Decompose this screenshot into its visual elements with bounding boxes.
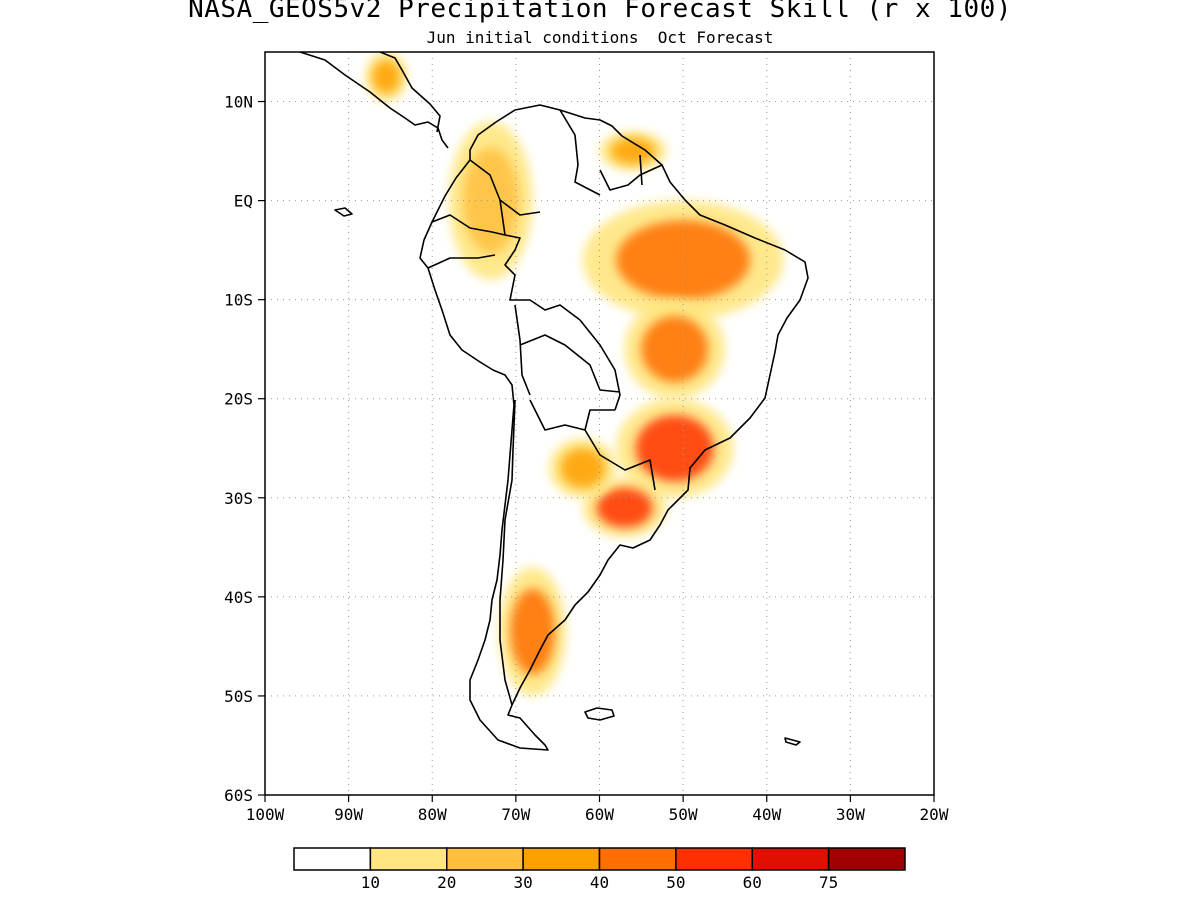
skill-region-3 xyxy=(596,487,653,528)
lat-tick-label: 10N xyxy=(224,93,253,112)
colorbar-label: 60 xyxy=(743,873,762,892)
colorbar-label: 10 xyxy=(361,873,380,892)
colorbar-label: 40 xyxy=(590,873,609,892)
lat-tick-label: 20S xyxy=(224,390,253,409)
coastlines-and-borders xyxy=(299,52,809,751)
colorbar-swatch xyxy=(522,847,601,871)
lon-tick-label: 100W xyxy=(246,805,285,824)
lon-tick-label: 70W xyxy=(501,805,530,824)
falkland-islands xyxy=(584,707,615,721)
south-georgia xyxy=(784,737,801,746)
skill-region-5 xyxy=(510,588,555,675)
colorbar-swatch xyxy=(827,847,906,871)
lon-tick-label: 20W xyxy=(920,805,949,824)
skill-region-4 xyxy=(560,448,606,488)
colorbar-label: 75 xyxy=(819,873,838,892)
skill-region-1 xyxy=(641,316,709,383)
skill-region-7 xyxy=(610,137,656,165)
lat-tick-label: 10S xyxy=(224,291,253,310)
lon-tick-label: 90W xyxy=(334,805,363,824)
map-title: NASA_GEOS5v2 Precipitation Forecast Skil… xyxy=(188,0,1012,24)
lon-tick-label: 80W xyxy=(418,805,447,824)
colorbar: 10 20 30 40 50 60 75 xyxy=(293,847,906,892)
skill-region-0 xyxy=(616,220,751,300)
dotted-gridlines xyxy=(265,52,934,795)
colorbar-label: 30 xyxy=(513,873,532,892)
skill-region-8 xyxy=(372,60,401,94)
lat-tick-label: 40S xyxy=(224,588,253,607)
lat-tick-label: 30S xyxy=(224,489,253,508)
colorbar-swatch xyxy=(293,847,372,871)
axis-ticks xyxy=(258,100,935,802)
lat-tick-label: 60S xyxy=(224,786,253,805)
colorbar-swatch xyxy=(675,847,753,871)
country-borders xyxy=(427,109,663,706)
skill-region-2 xyxy=(635,415,714,482)
lon-tick-label: 30W xyxy=(836,805,865,824)
colorbar-swatch xyxy=(369,847,448,871)
lat-tick-label: 50S xyxy=(224,687,253,706)
map-subtitle: Jun initial conditions Oct Forecast xyxy=(426,28,774,47)
skill-shading xyxy=(365,52,784,696)
lon-tick-label: 40W xyxy=(752,805,781,824)
skill-region-6 xyxy=(462,147,519,254)
colorbar-label: 20 xyxy=(437,873,456,892)
colorbar-swatch xyxy=(446,847,524,871)
central-america-coastline xyxy=(299,52,449,149)
galapagos-islands xyxy=(334,207,353,217)
colorbar-label: 50 xyxy=(666,873,685,892)
lon-tick-label: 60W xyxy=(585,805,614,824)
south-america-coastline xyxy=(419,104,809,751)
lon-tick-label: 50W xyxy=(669,805,698,824)
map-frame xyxy=(264,51,935,796)
colorbar-swatch xyxy=(598,847,677,871)
lat-tick-label: EQ xyxy=(234,192,253,211)
colorbar-swatch xyxy=(751,847,830,871)
